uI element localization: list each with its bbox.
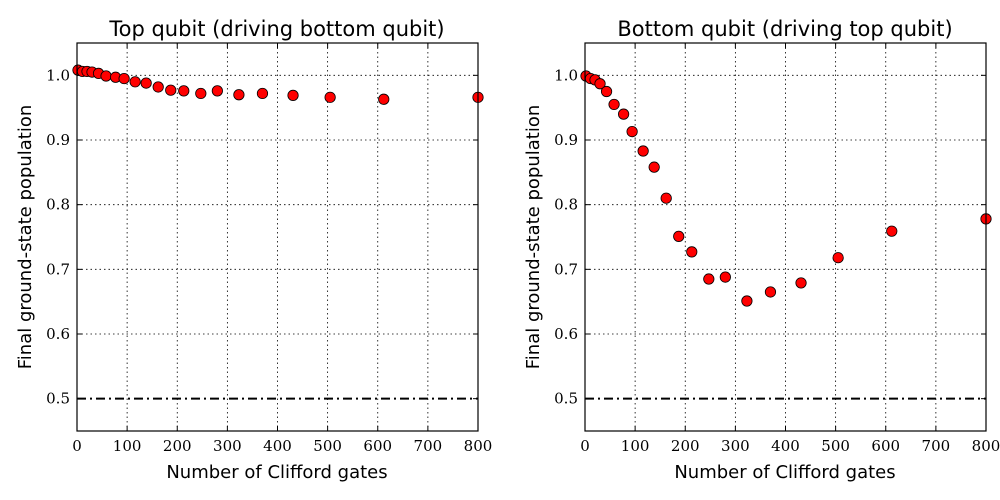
right-y-axis-label: Final ground-state population	[523, 105, 544, 370]
right-x-axis-label: Number of Clifford gates	[674, 462, 895, 483]
right-y-tick-label: 0.5	[554, 390, 578, 408]
left-x-tick-label: 300	[213, 437, 242, 455]
left-x-tick-label: 100	[113, 437, 142, 455]
right-y-tick-label: 0.9	[554, 131, 578, 149]
left-y-tick-label: 0.9	[46, 131, 70, 149]
left-y-tick-label: 0.8	[46, 196, 70, 214]
left-y-tick-label: 0.6	[46, 325, 70, 343]
left-data-point	[324, 91, 336, 103]
left-data-point	[195, 87, 207, 100]
right-data-point	[703, 273, 715, 285]
right-data-point	[626, 125, 638, 138]
left-y-tick-label: 0.7	[46, 260, 70, 278]
left-x-tick-label: 200	[163, 437, 192, 455]
right-data-point	[832, 252, 844, 264]
right-x-tick-label: 600	[871, 437, 900, 455]
left-data-point	[118, 72, 130, 85]
right-grid	[585, 43, 986, 431]
left-x-tick-label: 500	[313, 437, 342, 455]
left-data-point	[378, 93, 390, 105]
right-x-tick-label: 700	[922, 437, 951, 455]
right-data-point	[660, 192, 672, 204]
right-data-point	[637, 145, 649, 157]
right-x-tick-label: 100	[621, 437, 650, 455]
right-data-point	[795, 277, 807, 289]
right-x-tick-label: 800	[972, 437, 1000, 455]
left-x-tick-label: 600	[363, 437, 392, 455]
right-data-point	[617, 108, 630, 120]
left-plot-frame	[76, 42, 479, 432]
right-data-points	[580, 70, 992, 307]
left-data-point	[178, 85, 190, 97]
right-data-point	[608, 98, 620, 111]
right-x-tick-label: 200	[671, 437, 700, 455]
left-x-tick-label: 800	[464, 437, 493, 455]
left-x-tick-label: 400	[263, 437, 292, 455]
right-data-point	[673, 230, 685, 242]
right-data-point	[886, 225, 898, 237]
left-y-tick-label: 0.5	[46, 390, 70, 408]
right-plot-frame	[584, 42, 987, 432]
left-y-axis-label: Final ground-state population	[15, 105, 36, 370]
left-panel: Top qubit (driving bottom qubit) Number …	[15, 17, 492, 483]
left-data-point	[140, 77, 152, 89]
right-data-point	[600, 85, 613, 98]
right-panel: Bottom qubit (driving top qubit) Number …	[523, 17, 1000, 483]
left-data-point	[152, 81, 164, 93]
right-x-tick-label: 0	[580, 437, 590, 455]
left-y-tick-label: 1.0	[46, 66, 70, 84]
right-data-point	[719, 271, 731, 283]
left-data-point	[100, 70, 112, 82]
right-x-tick-label: 500	[821, 437, 850, 455]
right-x-tick-label: 400	[771, 437, 800, 455]
left-x-tick-label: 700	[414, 437, 443, 455]
right-data-point	[594, 78, 606, 90]
left-data-point	[233, 89, 245, 101]
left-data-point	[256, 87, 269, 100]
right-ticks: 0 100 200 300 400 500 600 700 800 0.5 0.6 0.7 0.8 0.9…	[554, 43, 1000, 455]
left-data-point	[129, 76, 141, 88]
left-data-points	[72, 64, 484, 105]
left-data-point	[287, 89, 299, 101]
right-y-tick-label: 0.7	[554, 260, 578, 278]
left-data-point	[165, 84, 177, 96]
left-chart-title: Top qubit (driving bottom qubit)	[108, 17, 444, 41]
left-ticks: 0 100 200 300 400 500 600 700 800 0.5 0.6 0.7 0.8 0.9…	[46, 43, 492, 455]
right-y-tick-label: 1.0	[554, 66, 578, 84]
left-data-point	[211, 85, 223, 97]
right-data-point	[648, 161, 660, 173]
left-grid	[77, 43, 478, 431]
right-data-point	[764, 286, 777, 298]
right-x-tick-label: 300	[721, 437, 750, 455]
right-chart-title: Bottom qubit (driving top qubit)	[617, 17, 952, 41]
right-data-point	[686, 246, 698, 258]
left-x-tick-label: 0	[72, 437, 82, 455]
right-y-tick-label: 0.8	[554, 196, 578, 214]
right-y-tick-label: 0.6	[554, 325, 578, 343]
right-data-point	[741, 295, 753, 307]
left-x-axis-label: Number of Clifford gates	[166, 462, 387, 483]
